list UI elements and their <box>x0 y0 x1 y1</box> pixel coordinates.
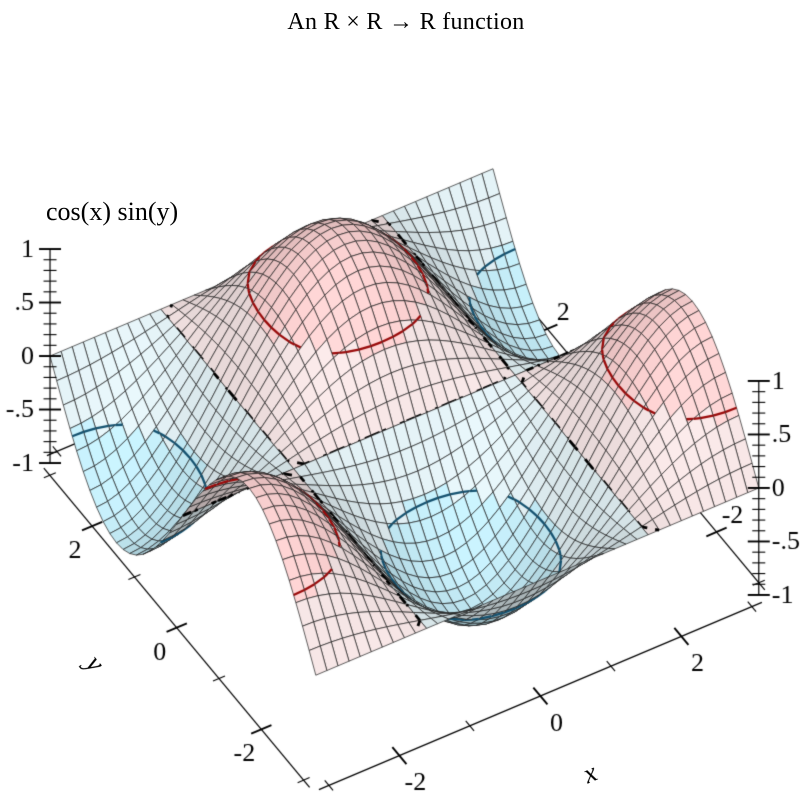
z-axis-label: cos(x) sin(y) <box>46 197 179 226</box>
plot-title: An R × R → R function <box>287 9 525 35</box>
